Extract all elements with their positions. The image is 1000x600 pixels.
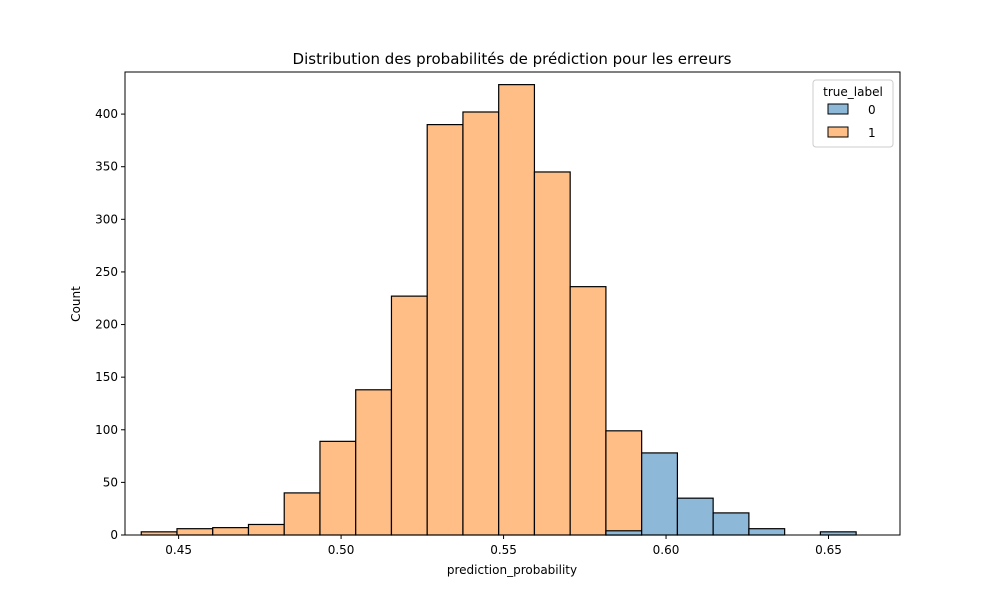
x-tick-label: 0.65 <box>815 543 842 557</box>
legend-label-1: 1 <box>868 126 876 140</box>
y-axis-ticks: 0 50 100 150 200 250 300 350 400 <box>95 107 125 542</box>
bar-label1-bin-9 <box>462 111 500 536</box>
bar-label0-bin-16 <box>712 512 750 536</box>
bar-label0-bin-14 <box>641 452 679 536</box>
bar-label1-bin-10 <box>498 84 536 536</box>
x-tick-label: 0.45 <box>165 543 192 557</box>
y-tick-label: 400 <box>95 107 118 121</box>
bar-label0-bin-15 <box>676 497 714 536</box>
bar-label1-bin-3 <box>247 523 285 536</box>
y-tick-label: 350 <box>95 160 118 174</box>
bar-label0-bin-17 <box>748 528 786 536</box>
bar-label1-bin-12 <box>569 286 607 536</box>
y-tick-label: 100 <box>95 423 118 437</box>
bar-label0-bin-13 <box>605 530 643 536</box>
bar-label1-bin-2 <box>212 527 250 536</box>
bar-label1-bin-8 <box>426 124 464 536</box>
legend: true_label 0 1 <box>812 79 894 148</box>
y-tick-label: 0 <box>110 528 118 542</box>
x-axis-ticks: 0.45 0.50 0.55 0.60 0.65 <box>165 535 842 557</box>
legend-swatch-1 <box>827 126 849 138</box>
x-axis-label: prediction_probability <box>447 563 577 577</box>
bar-label1-bin-13 <box>605 430 643 536</box>
y-tick-label: 200 <box>95 318 118 332</box>
bar-label1-bin-5 <box>319 440 357 536</box>
bar-label1-bin-1 <box>176 528 214 536</box>
bars-group <box>140 84 857 536</box>
y-tick-label: 150 <box>95 370 118 384</box>
legend-title: true_label <box>823 85 883 99</box>
y-axis-label: Count <box>69 286 83 322</box>
y-tick-label: 50 <box>103 475 118 489</box>
x-tick-label: 0.60 <box>653 543 680 557</box>
x-tick-label: 0.50 <box>328 543 355 557</box>
bar-label1-bin-11 <box>533 171 571 536</box>
bar-label1-bin-7 <box>390 295 428 536</box>
x-tick-label: 0.55 <box>490 543 517 557</box>
bar-label1-bin-4 <box>283 492 321 536</box>
legend-label-0: 0 <box>868 103 876 117</box>
y-tick-label: 250 <box>95 265 118 279</box>
bar-label1-bin-6 <box>355 389 393 536</box>
legend-swatch-0 <box>827 103 849 115</box>
y-tick-label: 300 <box>95 212 118 226</box>
plot-frame <box>124 71 901 536</box>
chart-title: Distribution des probabilités de prédict… <box>293 50 732 68</box>
